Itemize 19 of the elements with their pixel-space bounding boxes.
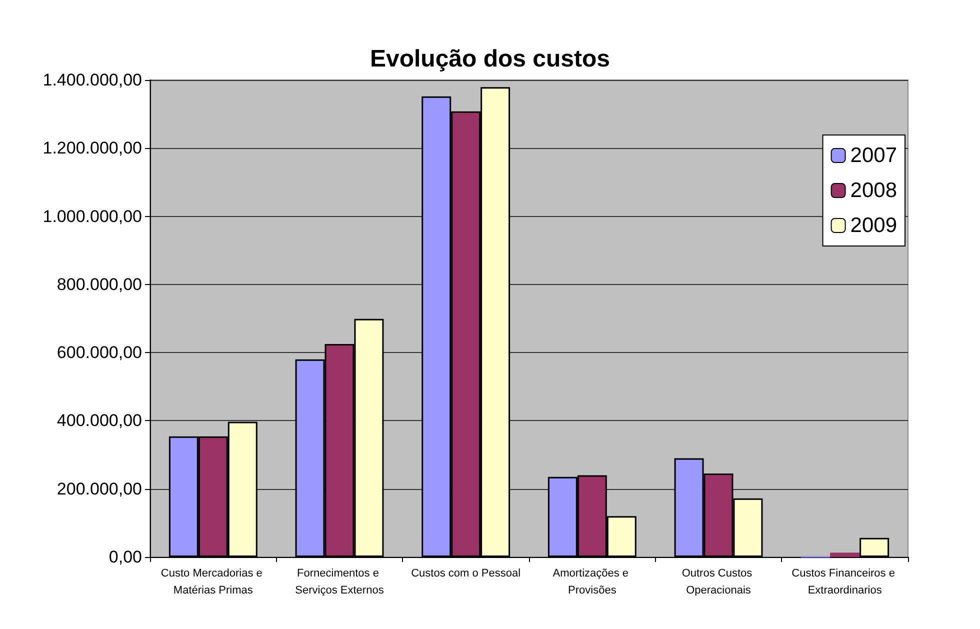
- x-tick-label: Custo Mercadorias e Matérias Primas: [160, 568, 266, 596]
- bar: [830, 552, 860, 557]
- y-tick-label: 600.000,00: [56, 343, 142, 362]
- x-tick-label: Fornecimentos e Serviços Externos: [295, 568, 384, 596]
- y-tick-label: 800.000,00: [56, 274, 142, 294]
- y-tick-label: 0,00: [108, 548, 142, 566]
- x-tick-label: Custos Financeiros e Extraordinarios: [792, 568, 898, 596]
- legend-label: 2009: [850, 214, 897, 237]
- y-tick-label: 1.000.000,00: [42, 206, 142, 226]
- legend-label: 2008: [850, 179, 897, 202]
- x-tick-label: Custos com o Pessoal: [411, 568, 521, 580]
- y-tick-label: 200.000,00: [56, 479, 142, 498]
- legend-label: 2007: [850, 144, 897, 167]
- chart-title: Evolução dos custos: [370, 46, 610, 72]
- y-tick-label: 400.000,00: [56, 411, 142, 430]
- y-tick-label: 1.200.000,00: [42, 138, 142, 158]
- y-tick-label: 1.400.000,00: [42, 70, 142, 90]
- x-tick-label: Amortizações e Provisões: [552, 568, 632, 596]
- x-tick-label: Outros Custos Operacionais: [682, 568, 756, 596]
